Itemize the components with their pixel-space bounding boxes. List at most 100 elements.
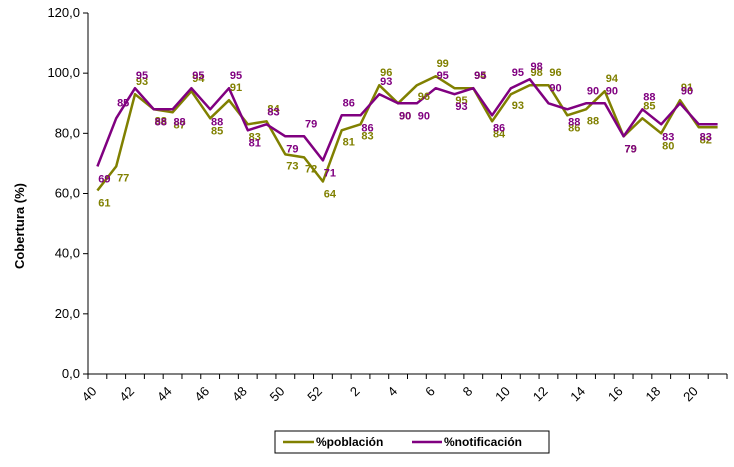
data-label: 90 [606,85,618,97]
data-label: 85 [211,125,223,137]
data-label: 98 [531,67,543,79]
data-label: 88 [568,116,580,128]
data-label: 83 [267,106,279,118]
x-tick-label: 20 [680,384,701,405]
y-tick-label: 40,0 [55,246,80,261]
data-label: 87 [173,119,185,131]
x-tick-label: 18 [643,384,664,405]
data-label: 93 [136,76,148,88]
data-label: 90 [681,85,693,97]
data-label: 79 [625,143,637,155]
data-label: 82 [700,134,712,146]
data-label: 90 [399,110,411,122]
data-label: 84 [267,103,280,115]
series-line-notificacion [96,77,718,167]
x-tick-label: 16 [605,384,626,405]
data-label: 64 [324,188,337,200]
x-tick-label: 10 [492,384,513,405]
y-tick-label: 20,0 [55,306,80,321]
legend-label-poblacion: %población [316,435,383,449]
y-tick-label: 100,0 [47,65,80,80]
data-label: 73 [286,160,298,172]
data-label: 77 [117,172,129,184]
series-line-poblacion [96,74,718,192]
data-label: 79 [286,143,298,155]
data-label: 85 [117,97,129,109]
x-tick-label: 44 [154,384,175,405]
data-label: 98 [531,61,543,73]
data-label: 61 [98,197,110,209]
x-tick-label: 6 [422,384,438,400]
data-label: 88 [211,116,223,128]
data-label: 93 [380,76,392,88]
data-label: 90 [549,82,561,94]
data-label: 95 [474,70,486,82]
data-label: 96 [380,67,392,79]
data-label: 90 [418,110,430,122]
data-label: 94 [606,73,619,85]
data-label: 83 [249,131,261,143]
x-tick-label: 42 [116,384,137,405]
data-label: 95 [512,67,524,79]
data-label: 91 [681,82,693,94]
x-tick-label: 8 [460,384,476,400]
x-tick-label: 46 [191,384,212,405]
x-tick-label: 50 [267,384,288,405]
x-tick-label: 14 [567,384,588,405]
data-label: 93 [455,101,467,113]
data-label: 80 [662,140,674,152]
data-label: 91 [230,82,242,94]
data-label: 81 [343,136,355,148]
data-label: 88 [643,91,655,103]
data-label: 86 [568,122,580,134]
data-label: 96 [418,91,430,103]
x-tick-label: 52 [304,384,325,405]
data-label: 85 [643,100,655,112]
legend-label-notificacion: %notificación [444,435,522,449]
y-axis-title: Cobertura (%) [12,183,27,269]
data-label: 95 [455,95,467,107]
data-label: 88 [173,116,185,128]
series-lines [96,74,718,192]
data-label: 86 [493,122,505,134]
data-label: 86 [343,97,355,109]
data-label: 95 [192,70,204,82]
data-label: 88 [155,115,167,127]
y-tick-label: 0,0 [62,366,80,381]
data-label: 79 [625,143,637,155]
data-label: 96 [549,67,561,79]
data-label: 95 [437,70,449,82]
data-label: 94 [474,70,487,82]
y-tick-label: 60,0 [55,186,80,201]
data-label: 79 [305,118,317,130]
data-label: 72 [305,163,317,175]
x-tick-label: 48 [229,384,250,405]
y-tick-label: 120,0 [47,5,80,20]
data-label: 88 [587,115,599,127]
data-label: 69 [98,173,110,185]
data-label: 88 [155,116,167,128]
data-label: 94 [192,73,205,85]
data-label: 95 [136,70,148,82]
data-label: 90 [399,110,411,122]
y-tick-label: 80,0 [55,125,80,140]
data-label: 83 [662,131,674,143]
data-label: 81 [249,137,261,149]
legend: %población %notificación [274,430,550,454]
x-tick-label: 4 [385,384,401,400]
x-tick-label: 2 [347,384,363,400]
data-label: 83 [700,131,712,143]
data-label: 71 [324,167,336,179]
data-label: 83 [361,130,373,142]
data-label: 84 [493,128,506,140]
data-label: 95 [230,70,242,82]
data-label: 90 [587,85,599,97]
x-tick-label: 40 [79,384,100,405]
data-label: 86 [361,122,373,134]
data-label: 99 [437,58,449,70]
x-tick-label: 12 [530,384,551,405]
